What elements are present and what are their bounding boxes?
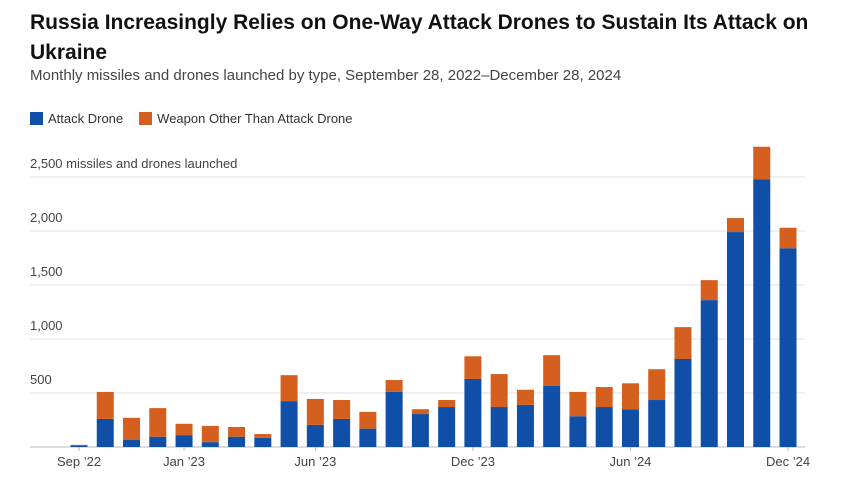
bar-segment bbox=[569, 391, 587, 417]
bar-segment bbox=[175, 435, 193, 447]
bar-segment bbox=[306, 398, 324, 425]
legend-item: Weapon Other Than Attack Drone bbox=[139, 111, 353, 126]
legend-swatch bbox=[30, 112, 43, 125]
bar-segment bbox=[254, 437, 272, 447]
legend: Attack Drone Weapon Other Than Attack Dro… bbox=[30, 111, 353, 126]
bar-segment bbox=[700, 280, 718, 301]
bar-segment bbox=[438, 407, 456, 447]
y-tick-label: 1,500 bbox=[30, 264, 63, 279]
bar-segment bbox=[123, 439, 141, 447]
bar-segment bbox=[201, 425, 219, 443]
bar-segment bbox=[254, 434, 272, 438]
bar-segment bbox=[753, 179, 771, 447]
bar-segment bbox=[490, 374, 508, 408]
bar-segment bbox=[595, 387, 613, 408]
bar-segment bbox=[753, 146, 771, 180]
bar-segment bbox=[543, 355, 561, 386]
bar-segment bbox=[516, 389, 534, 405]
bar-segment bbox=[438, 400, 456, 408]
bar-segment bbox=[96, 391, 114, 419]
bar-segment bbox=[621, 409, 639, 447]
bar-segment bbox=[149, 408, 167, 437]
x-tick-label: Sep ’22 bbox=[57, 454, 101, 469]
bar-segment bbox=[333, 400, 351, 419]
bar-segment bbox=[674, 358, 692, 447]
legend-label: Attack Drone bbox=[48, 111, 124, 126]
x-tick-label: Dec ’23 bbox=[451, 454, 495, 469]
bar-segment bbox=[149, 436, 167, 447]
y-tick-label: 500 bbox=[30, 372, 52, 387]
bar-segment bbox=[569, 416, 587, 447]
y-tick-label: 2,500 missiles and drones launched bbox=[30, 156, 237, 171]
bar-segment bbox=[96, 418, 114, 447]
x-tick-label: Dec ’24 bbox=[766, 454, 810, 469]
bar-segment bbox=[464, 356, 482, 379]
bar-segment bbox=[123, 417, 141, 440]
bar-segment bbox=[201, 442, 219, 447]
legend-label: Weapon Other Than Attack Drone bbox=[157, 111, 353, 126]
chart-title: Russia Increasingly Relies on One-Way At… bbox=[30, 11, 809, 64]
chart-subtitle: Monthly missiles and drones launched by … bbox=[30, 67, 622, 84]
bar-segment bbox=[70, 445, 88, 447]
bar-segment bbox=[280, 375, 298, 402]
bar-segment bbox=[385, 380, 403, 392]
bar-segment bbox=[359, 411, 377, 429]
legend-item: Attack Drone bbox=[30, 111, 123, 126]
bar-segment bbox=[228, 427, 246, 437]
bar-segment bbox=[648, 369, 666, 401]
bar-segment bbox=[464, 378, 482, 447]
bar-segment bbox=[280, 401, 298, 447]
bar-segment bbox=[228, 436, 246, 447]
bar-segment bbox=[648, 400, 666, 447]
bar-segment bbox=[543, 385, 561, 447]
bar-segment bbox=[727, 232, 744, 447]
bar-segment bbox=[595, 407, 613, 447]
bar-segment bbox=[674, 327, 692, 359]
x-tick-label: Jun ’23 bbox=[294, 454, 336, 469]
bar-segment bbox=[333, 418, 351, 447]
bar-segment bbox=[70, 444, 88, 446]
bar-segment bbox=[621, 383, 639, 410]
bar-segment bbox=[490, 407, 508, 447]
bar-segment bbox=[306, 424, 324, 447]
bar-segment bbox=[779, 227, 797, 249]
y-tick-label: 1,000 bbox=[30, 318, 63, 333]
bar-segment bbox=[700, 300, 718, 447]
bar-segment bbox=[779, 248, 797, 447]
bar-segment bbox=[411, 409, 429, 415]
x-tick-label: Jan ’23 bbox=[163, 454, 205, 469]
bar-segment bbox=[727, 218, 744, 233]
y-tick-label: 2,000 bbox=[30, 210, 63, 225]
bar-segment bbox=[359, 428, 377, 447]
bar-segment bbox=[175, 423, 193, 436]
bar-segment bbox=[411, 414, 429, 447]
bar-segment bbox=[516, 404, 534, 447]
x-tick-label: Jun ’24 bbox=[609, 454, 651, 469]
legend-swatch bbox=[139, 112, 153, 125]
bar-segment bbox=[385, 391, 403, 447]
